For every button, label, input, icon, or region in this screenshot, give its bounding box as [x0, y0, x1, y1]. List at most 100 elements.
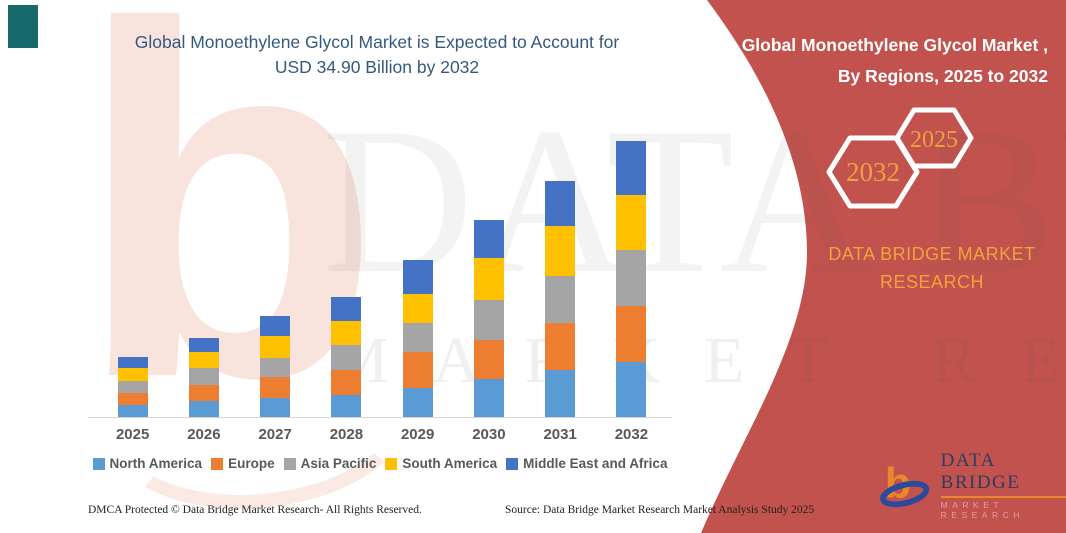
bar-segment-north-america-2025	[117, 405, 148, 417]
legend-swatch-icon	[506, 457, 519, 470]
bar-segment-europe-2031	[545, 322, 576, 370]
legend-item-south-america: South America	[385, 456, 497, 471]
bar-segment-north-america-2026	[188, 401, 219, 417]
bar-segment-asia-pacific-2031	[545, 276, 576, 323]
chart-title-line1: Global Monoethylene Glycol Market is Exp…	[134, 32, 620, 52]
legend-label: Europe	[228, 456, 275, 471]
x-axis-label-2030: 2030	[472, 426, 506, 443]
bar-segment-south-america-2031	[545, 226, 576, 277]
x-axis-labels: 2025 2026 2027 2028 2029 2030 2031 2032	[97, 426, 667, 443]
x-axis-label-2028: 2028	[329, 426, 364, 443]
hexagon-2025-badge: 2025	[894, 107, 974, 169]
panel-title-line1: Global Monoethylene Glycol Market ,	[741, 35, 1048, 55]
bar-segment-middle-east-and-africa-2029	[402, 260, 433, 294]
bar-2027	[240, 117, 311, 417]
bar-segment-middle-east-and-africa-2025	[117, 357, 148, 368]
bar-segment-europe-2028	[331, 369, 362, 395]
watermark-databridge-text: DATA BRIDGE	[322, 85, 1066, 317]
logo-swoosh-icon	[880, 480, 930, 508]
bar-segment-asia-pacific-2032	[616, 249, 647, 306]
bar-segment-asia-pacific-2030	[473, 299, 504, 341]
bar-segment-middle-east-and-africa-2030	[473, 219, 504, 259]
footer-source: Source: Data Bridge Market Research Mark…	[505, 504, 815, 516]
hexagon-2025-year: 2025	[910, 127, 958, 153]
bar-2032	[596, 117, 667, 417]
bar-segment-asia-pacific-2026	[188, 368, 219, 386]
bar-2030	[453, 117, 524, 417]
chart-title: Global Monoethylene Glycol Market is Exp…	[77, 30, 677, 80]
footer-dmca: DMCA Protected © Data Bridge Market Rese…	[88, 504, 422, 516]
bar-2026	[168, 117, 239, 417]
chart-title-line2: USD 34.90 Billion by 2032	[274, 57, 480, 77]
panel-title: Global Monoethylene Glycol Market , By R…	[688, 30, 1048, 92]
bar-segment-south-america-2028	[331, 321, 362, 345]
bar-2029	[382, 117, 453, 417]
legend-swatch-icon	[283, 457, 296, 470]
bar-segment-south-america-2026	[188, 351, 219, 369]
watermark-marketresearch-text: MARKET RESEARCH	[330, 324, 1066, 397]
logo-title: DATA BRIDGE	[940, 450, 1066, 498]
bar-segment-asia-pacific-2025	[117, 380, 148, 393]
bar-segment-europe-2032	[616, 305, 647, 362]
bar-segment-europe-2029	[402, 351, 433, 389]
bar-segment-north-america-2030	[473, 379, 504, 417]
legend-item-europe: Europe	[211, 456, 275, 471]
bar-segment-europe-2027	[260, 377, 291, 399]
x-axis-line	[88, 417, 672, 418]
bar-segment-south-america-2029	[402, 293, 433, 323]
bar-segment-middle-east-and-africa-2028	[331, 296, 362, 322]
x-axis-label-2031: 2031	[543, 426, 577, 443]
bar-segment-south-america-2032	[616, 194, 647, 250]
brand-text: DATA BRIDGE MARKET RESEARCH	[800, 240, 1064, 296]
bar-segment-europe-2030	[473, 340, 504, 379]
bar-segment-north-america-2031	[545, 369, 576, 417]
bar-segment-europe-2025	[117, 392, 148, 406]
chart-legend: North America Europe Asia Pacific South Ame…	[30, 456, 730, 471]
bar-segment-europe-2026	[188, 385, 219, 402]
legend-label: Middle East and Africa	[523, 456, 668, 471]
bar-2025	[97, 117, 168, 417]
legend-swatch-icon	[211, 457, 224, 470]
bar-segment-middle-east-and-africa-2027	[260, 316, 291, 336]
bar-segment-north-america-2027	[260, 398, 291, 417]
legend-swatch-icon	[92, 457, 105, 470]
bar-2031	[525, 117, 596, 417]
bar-segment-asia-pacific-2029	[402, 322, 433, 352]
legend-swatch-icon	[385, 457, 398, 470]
bar-segment-north-america-2032	[616, 362, 647, 417]
legend-label: North America	[109, 456, 203, 471]
logo-b-icon: b	[880, 459, 930, 508]
legend-item-asia-pacific: Asia Pacific	[283, 456, 377, 471]
legend-item-north-america: North America	[92, 456, 203, 471]
x-axis-label-2029: 2029	[400, 426, 435, 443]
hexagon-2032-year: 2032	[846, 157, 900, 187]
legend-label: Asia Pacific	[300, 456, 377, 471]
x-axis-label-2032: 2032	[614, 426, 649, 443]
legend-item-middle-east-and-africa: Middle East and Africa	[506, 456, 667, 471]
brand-text-line1: DATA BRIDGE MARKET	[828, 244, 1036, 264]
brand-text-line2: RESEARCH	[879, 272, 985, 292]
bar-segment-asia-pacific-2027	[260, 357, 291, 378]
panel-title-line2: By Regions, 2025 to 2032	[837, 66, 1048, 86]
x-axis-label-2027: 2027	[258, 426, 292, 443]
logo-subtitle: MARKET RESEARCH	[940, 500, 1024, 520]
bar-segment-south-america-2030	[473, 258, 504, 300]
bar-segment-asia-pacific-2028	[331, 344, 362, 370]
databridge-logo: b DATA BRIDGE MARKET RESEARCH	[880, 450, 1066, 520]
bar-segment-middle-east-and-africa-2032	[616, 140, 647, 195]
bar-segment-south-america-2025	[117, 367, 148, 381]
x-axis-label-2026: 2026	[187, 426, 221, 443]
bar-segment-middle-east-and-africa-2031	[545, 180, 576, 227]
stacked-bar-chart	[97, 117, 667, 417]
bar-2028	[311, 117, 382, 417]
x-axis-label-2025: 2025	[115, 426, 150, 443]
corner-accent-square	[8, 5, 38, 48]
bar-segment-south-america-2027	[260, 335, 291, 358]
hexagon-2032-badge: 2032	[826, 135, 920, 209]
bar-segment-north-america-2028	[331, 394, 362, 417]
legend-label: South America	[402, 456, 498, 471]
bar-segment-middle-east-and-africa-2026	[188, 338, 219, 352]
bar-segment-north-america-2029	[402, 388, 433, 417]
